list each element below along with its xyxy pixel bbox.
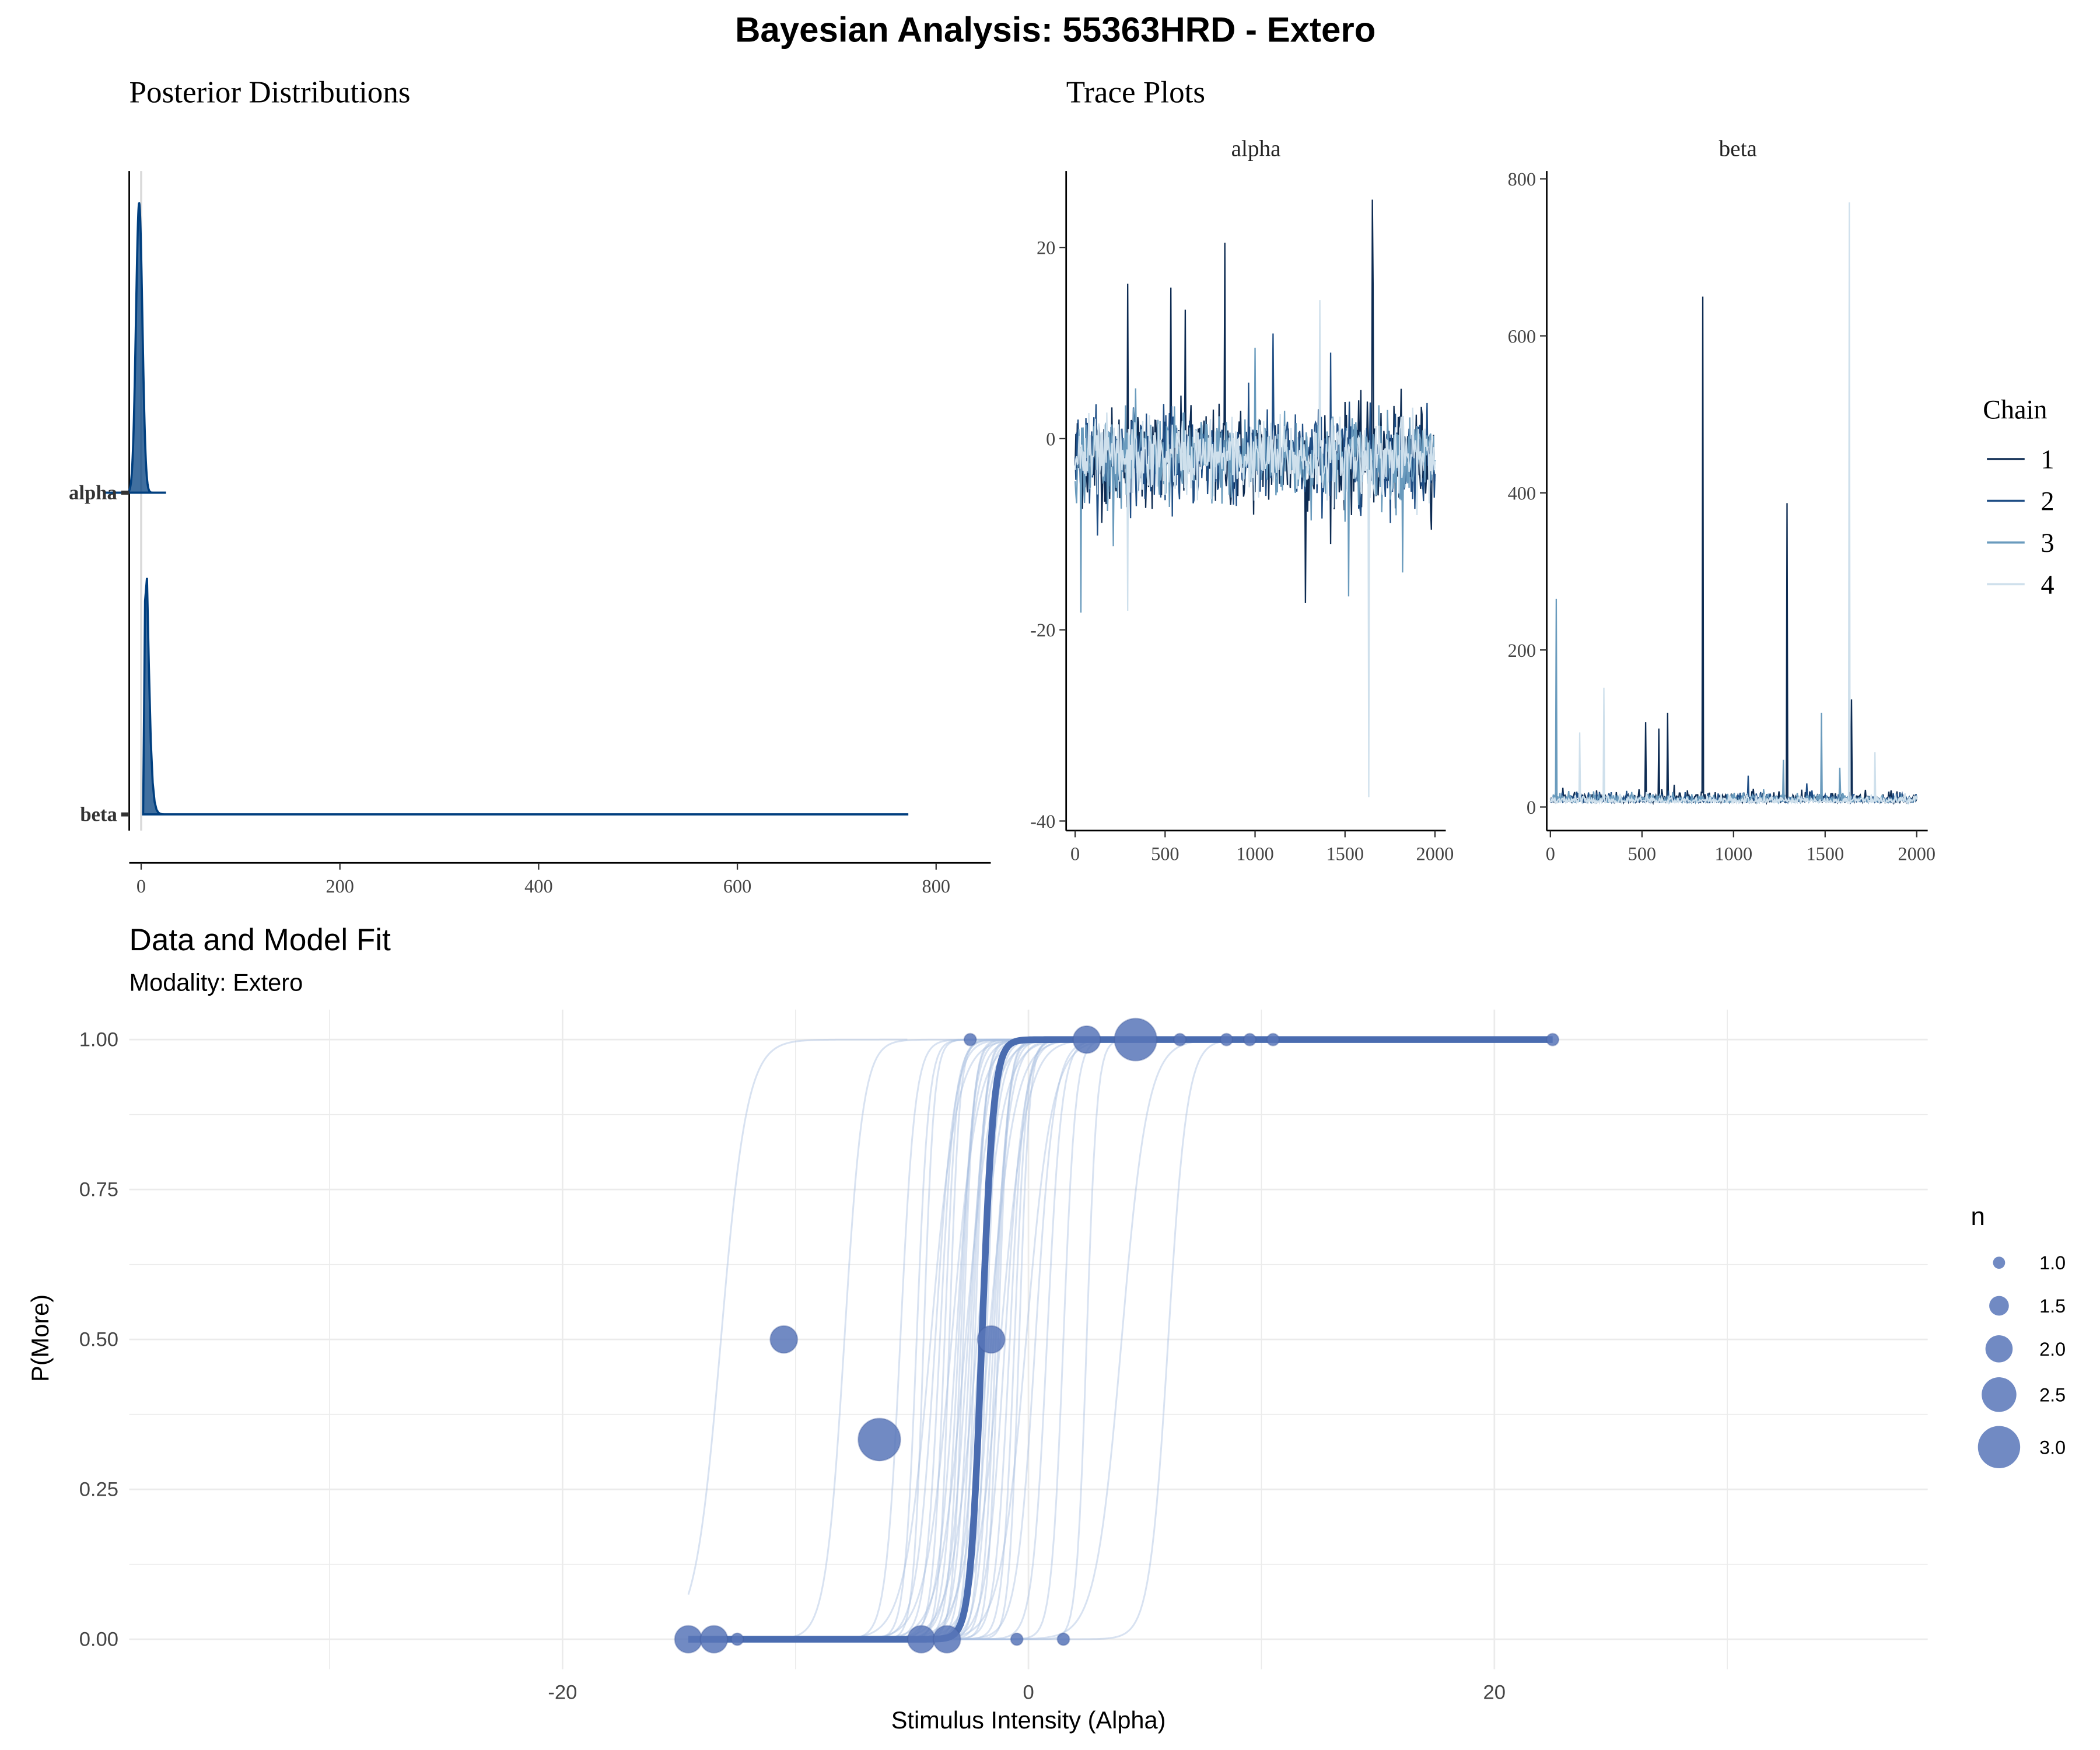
fit-data-point xyxy=(858,1418,901,1462)
trace-y-tick-label: -20 xyxy=(1030,620,1055,640)
trace-y-tick-label: 0 xyxy=(1046,428,1055,449)
fit-subtitle: Modality: Extero xyxy=(130,968,303,996)
trace-line-chain-3 xyxy=(1549,598,1917,805)
fit-y-tick-label: 0.25 xyxy=(79,1479,118,1501)
posterior-x-tick-label: 0 xyxy=(136,876,146,897)
trace-alpha-strip-label: alpha xyxy=(1231,136,1281,162)
trace-y-tick-label: 600 xyxy=(1508,326,1536,346)
fit-data-point xyxy=(977,1325,1006,1354)
model-fit-panel: Data and Model Fit Modality: Extero -20 0… xyxy=(26,923,2066,1734)
posterior-density-beta xyxy=(142,578,909,816)
chain-legend-label-2: 2 xyxy=(2041,487,2054,516)
trace-y-tick-label: -40 xyxy=(1030,811,1055,832)
fit-data-point xyxy=(769,1325,799,1354)
fit-data-point xyxy=(1010,1632,1024,1646)
fit-title: Data and Model Fit xyxy=(130,923,391,957)
trace-x-tick-label: 0 xyxy=(1546,844,1555,864)
posterior-x-tick-label: 600 xyxy=(723,876,751,897)
fit-data-point xyxy=(1546,1032,1560,1046)
posterior-title: Posterior Distributions xyxy=(130,75,411,109)
trace-beta-strip-label: beta xyxy=(1719,136,1757,162)
fit-data-points xyxy=(674,1017,1560,1654)
size-legend-label: 2.5 xyxy=(2039,1384,2066,1405)
trace-line-chain-4 xyxy=(1549,202,1917,805)
trace-y-tick-label: 800 xyxy=(1508,169,1536,190)
fit-y-tick-label: 0.00 xyxy=(79,1629,118,1651)
posterior-density-alpha xyxy=(103,202,166,494)
fit-data-point xyxy=(1220,1032,1234,1046)
posterior-x-tick-label: 400 xyxy=(524,876,552,897)
posterior-density-curves xyxy=(103,202,909,816)
chain-legend-label-4: 4 xyxy=(2041,570,2054,600)
size-legend-label: 2.0 xyxy=(2039,1339,2066,1360)
size-legend-key xyxy=(1985,1335,2013,1363)
fit-data-point xyxy=(1242,1032,1257,1046)
fit-gridlines xyxy=(129,1009,1928,1670)
fit-y-tick-label: 0.75 xyxy=(79,1179,118,1201)
size-legend-title: n xyxy=(1971,1202,1985,1231)
trace-x-tick-label: 500 xyxy=(1628,844,1656,864)
size-legend-label: 3.0 xyxy=(2039,1437,2066,1458)
trace-x-tick-label: 0 xyxy=(1070,844,1080,864)
trace-x-tick-label: 1500 xyxy=(1807,844,1845,864)
trace-y-tick-label: 20 xyxy=(1037,237,1055,258)
fit-x-tick-label: 20 xyxy=(1483,1681,1506,1703)
chain-legend: Chain 1 2 3 4 xyxy=(1983,395,2054,600)
trace-x-tick-label: 2000 xyxy=(1898,844,1936,864)
trace-line-chain-4 xyxy=(1074,300,1436,797)
chain-legend-label-3: 3 xyxy=(2041,528,2054,558)
fit-data-point xyxy=(674,1625,703,1654)
fit-data-point xyxy=(1266,1032,1280,1046)
trace-x-tick-label: 1000 xyxy=(1236,844,1274,864)
fit-x-tick-label: -20 xyxy=(548,1681,577,1703)
posterior-distributions-panel: Posterior Distributions alpha beta 0 200 4… xyxy=(69,75,991,897)
size-legend-key xyxy=(1989,1296,2009,1316)
trace-y-tick-label: 0 xyxy=(1527,797,1536,818)
trace-x-tick-label: 500 xyxy=(1151,844,1179,864)
fit-data-point xyxy=(907,1625,936,1654)
trace-x-tick-label: 2000 xyxy=(1416,844,1454,864)
posterior-sample-curve xyxy=(687,1038,908,1595)
size-legend-key xyxy=(1982,1377,2017,1412)
trace-beta-lines xyxy=(1549,202,1917,806)
trace-y-tick-label: 200 xyxy=(1508,640,1536,661)
chain-legend-label-1: 1 xyxy=(2041,444,2054,474)
fit-data-point xyxy=(699,1625,729,1654)
trace-plots-panel: Trace Plots alpha 0 500 1000 1500 2000200-20… xyxy=(1030,75,2054,864)
posterior-x-ticks: 0 200 400 600 800 xyxy=(136,863,950,897)
posterior-x-tick-label: 200 xyxy=(326,876,354,897)
fit-y-tick-label: 0.50 xyxy=(79,1329,118,1351)
size-legend-label: 1.5 xyxy=(2039,1296,2066,1317)
fit-data-point xyxy=(1173,1032,1187,1046)
trace-line-chain-1 xyxy=(1549,296,1917,806)
size-legend-label: 1.0 xyxy=(2039,1252,2066,1273)
fit-y-tick-label: 1.00 xyxy=(79,1029,118,1051)
fit-data-point xyxy=(1072,1025,1101,1054)
trace-x-tick-label: 1000 xyxy=(1715,844,1753,864)
fit-data-point xyxy=(932,1625,961,1654)
fit-x-axis-label: Stimulus Intensity (Alpha) xyxy=(891,1706,1166,1734)
fit-data-point xyxy=(963,1032,977,1046)
trace-y-tick-label: 400 xyxy=(1508,483,1536,504)
trace-title: Trace Plots xyxy=(1066,75,1205,109)
size-legend-key xyxy=(1993,1256,2006,1269)
posterior-label-alpha: alpha xyxy=(69,482,117,504)
figure-title: Bayesian Analysis: 55363HRD - Extero xyxy=(735,10,1376,50)
trace-alpha-ticks: 0 500 1000 1500 2000 20 0 -20 -40 xyxy=(1030,237,1454,864)
fit-data-point xyxy=(1114,1017,1158,1062)
chain-legend-title: Chain xyxy=(1983,395,2047,425)
trace-x-tick-label: 1500 xyxy=(1326,844,1364,864)
size-legend-key xyxy=(1978,1426,2021,1469)
posterior-x-tick-label: 800 xyxy=(922,876,950,897)
trace-alpha-lines xyxy=(1074,200,1436,797)
fit-data-point xyxy=(730,1632,744,1646)
fit-data-point xyxy=(1056,1632,1070,1646)
size-legend: n 1.0 1.5 2.0 2.5 3.0 xyxy=(1971,1202,2066,1469)
fit-x-tick-label: 0 xyxy=(1023,1681,1034,1703)
fit-axis-ticks: -20 0 20 0.00 0.25 0.50 0.75 1.00 xyxy=(79,1029,1506,1704)
fit-y-axis-label: P(More) xyxy=(26,1294,54,1382)
posterior-label-beta: beta xyxy=(80,804,117,826)
